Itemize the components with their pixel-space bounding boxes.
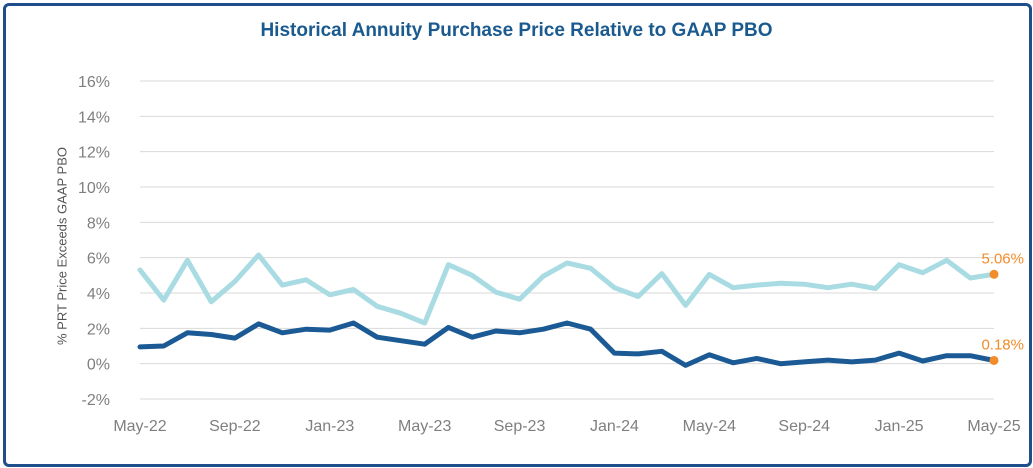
x-tick-label: Sep-24 bbox=[778, 418, 830, 435]
chart-title: Historical Annuity Purchase Price Relati… bbox=[260, 20, 773, 41]
y-tick-label: 2% bbox=[87, 321, 110, 338]
data-label-2: 0.18% bbox=[981, 336, 1024, 353]
series-line-2 bbox=[137, 320, 997, 368]
y-tick-label: 16% bbox=[78, 74, 110, 91]
x-tick-label: Jan-24 bbox=[590, 418, 639, 435]
y-tick-label: 14% bbox=[78, 109, 110, 126]
y-tick-label: 0% bbox=[87, 357, 110, 374]
x-tick-label: May-25 bbox=[967, 418, 1020, 435]
x-tick-label: Sep-23 bbox=[494, 418, 546, 435]
series-line-1 bbox=[137, 252, 997, 326]
y-tick-label: 4% bbox=[87, 286, 110, 303]
x-tick-label: Sep-22 bbox=[209, 418, 261, 435]
end-point-marker bbox=[989, 355, 999, 365]
x-tick-label: Jan-25 bbox=[875, 418, 924, 435]
end-point-marker bbox=[989, 269, 999, 279]
y-tick-label: 12% bbox=[78, 145, 110, 162]
y-tick-label: 10% bbox=[78, 180, 110, 197]
x-tick-label: May-24 bbox=[683, 418, 736, 435]
chart-frame bbox=[3, 3, 1032, 467]
x-tick-label: May-22 bbox=[113, 418, 166, 435]
x-tick-label: Jan-23 bbox=[305, 418, 354, 435]
y-tick-label: 8% bbox=[87, 215, 110, 232]
data-label-1: 5.06% bbox=[981, 250, 1024, 267]
y-tick-label: 6% bbox=[87, 251, 110, 268]
x-tick-label: May-23 bbox=[398, 418, 451, 435]
y-tick-label: -2% bbox=[82, 392, 110, 409]
